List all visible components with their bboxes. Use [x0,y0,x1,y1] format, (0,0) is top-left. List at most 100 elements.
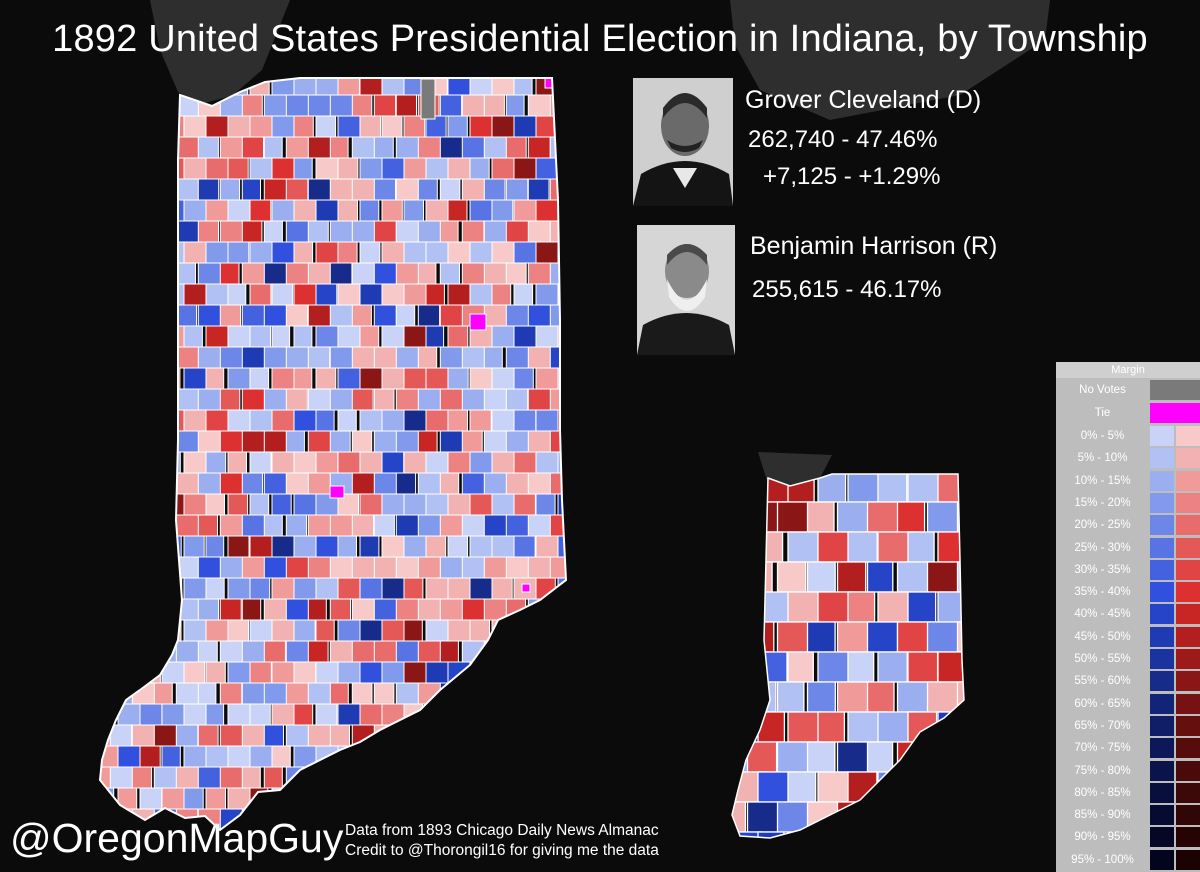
map-region-cell [461,220,485,243]
map-region-cell [139,493,159,516]
map-region-cell [117,577,142,600]
map-region-cell [329,136,349,159]
map-region-cell [505,766,534,789]
map-region-cell [956,741,964,773]
map-region-cell [117,241,142,264]
map-region-cell [787,474,815,503]
map-region-cell [907,711,938,743]
data-source-note: Data from 1893 Chicago Daily News Almana… [345,822,659,839]
map-region-cell [373,640,399,663]
map-region-cell [527,220,551,243]
map-region-cell [439,178,461,201]
map-region-cell [315,619,335,642]
map-region-cell [109,178,136,201]
legend-swatch-rep [1176,805,1200,826]
map-region-cell [271,451,297,474]
map-region-cell [100,78,115,96]
legend-swatch-rep [1176,626,1200,647]
map-region-cell [241,556,268,579]
legend-swatch-rep [1176,448,1200,469]
map-region-cell [205,451,227,474]
map-region-cell [100,598,112,621]
map-region-cell [469,577,496,600]
map-region-cell [131,346,157,369]
map-region-cell [227,703,253,726]
map-region-cell [117,367,138,390]
map-region-cell [307,766,333,789]
map-region-cell [527,724,556,747]
map-region-cell [403,283,429,306]
map-region-cell [139,703,163,726]
map-region-cell [131,598,159,621]
map-region-cell [271,283,294,306]
map-region-cell [806,621,836,653]
map-region-cell [787,771,817,803]
map-region-cell [447,703,475,726]
map-region-cell [557,78,566,96]
map-region-cell [285,514,308,537]
map-region-cell [549,556,566,579]
map-region-cell [100,640,112,663]
map-region-cell [395,724,424,747]
map-region-cell [117,409,138,432]
map-region-cell [847,531,878,563]
map-region-cell [417,724,441,747]
map-region-cell [227,283,247,306]
legend-swatch-no-votes [1150,380,1200,400]
map-region-cell [219,472,246,495]
map-region-cell [307,430,332,453]
map-region-cell [937,711,964,743]
map-region-cell [505,220,532,243]
map-region-cell [249,115,273,138]
map-region-cell [877,651,908,683]
map-region-cell [776,741,811,773]
map-region-cell [806,561,836,593]
legend-swatch-dem [1150,448,1174,469]
map-region-cell [117,745,142,768]
map-region-cell [491,409,515,432]
map-region-cell [373,136,394,159]
map-region-cell [403,409,430,432]
legend-swatch-dem [1150,559,1174,580]
legend-label: 20% - 25% [1074,519,1131,532]
map-region-cell [241,304,266,327]
legend-swatch-dem [1150,626,1174,647]
legend-swatch-rep [1176,470,1200,491]
legend-swatch-dem [1150,827,1174,848]
map-region-cell [403,619,423,642]
map-region-cell [351,304,372,327]
map-region-cell [109,94,130,117]
map-region-cell [403,703,423,726]
map-region-cell [100,178,111,201]
map-region-cell [505,178,529,201]
map-region-cell [373,514,395,537]
map-region-cell [139,451,169,474]
map-region-cell [491,703,516,726]
map-region-cell [109,262,133,285]
map-region-cell [373,766,397,789]
map-region-cell [315,787,337,810]
map-region-cell [359,619,386,642]
map-region-cell [359,493,385,516]
map-region-cell [100,304,108,327]
harrison-photo [637,225,735,355]
map-region-cell [373,724,400,747]
map-region-cell [359,367,384,390]
map-region-cell [227,745,253,768]
map-region-cell [395,682,420,705]
map-region-cell [549,136,566,159]
map-region-cell [285,598,312,621]
map-region-cell [329,598,351,621]
map-region-cell [219,304,242,327]
map-region-cell [249,493,270,516]
map-region-cell [359,745,385,768]
legend-row-bin: 60% - 65% [1056,693,1200,715]
author-handle: @OregonMapGuy [10,815,344,861]
map-region-cell [557,535,566,558]
map-region-cell [197,640,218,663]
map-region-cell [205,703,225,726]
map-region-cell [139,409,167,432]
map-region-cell [197,220,220,243]
map-region-cell [359,199,380,222]
